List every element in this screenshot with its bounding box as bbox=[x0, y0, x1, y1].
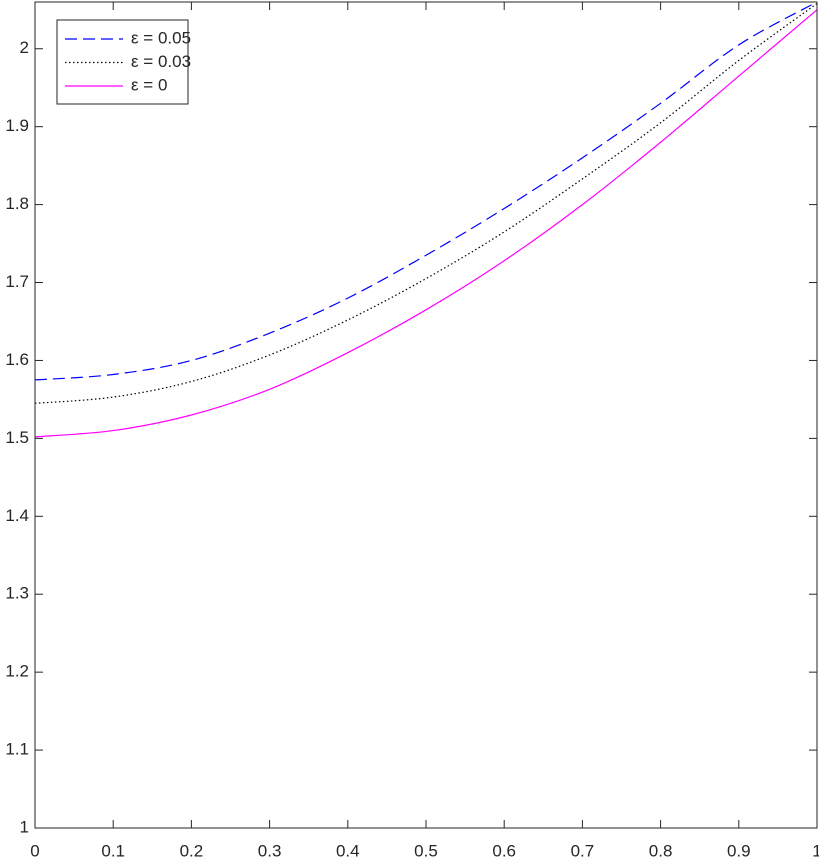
x-tick-label: 0.3 bbox=[258, 841, 282, 860]
legend-box bbox=[56, 19, 189, 105]
legend-label: ε = 0 bbox=[131, 75, 167, 94]
x-tick-label: 0.2 bbox=[180, 841, 204, 860]
y-tick-label: 2 bbox=[20, 38, 29, 57]
y-tick-label: 1.9 bbox=[5, 116, 29, 135]
y-tick-label: 1 bbox=[20, 817, 29, 836]
x-tick-label: 0.5 bbox=[414, 841, 438, 860]
axes-box bbox=[34, 1, 818, 829]
x-tick-label: 0.8 bbox=[649, 841, 673, 860]
legend: ε = 0.05 ε = 0.03 ε = 0 bbox=[56, 19, 191, 105]
y-tick-label: 1.7 bbox=[5, 272, 29, 291]
y-tick-label: 1.5 bbox=[5, 428, 29, 447]
x-tick-label: 0 bbox=[30, 841, 39, 860]
legend-label: ε = 0.05 bbox=[131, 28, 191, 47]
y-tick-label: 1.2 bbox=[5, 662, 29, 681]
x-tick-label: 1 bbox=[812, 841, 819, 860]
series-line bbox=[34, 9, 818, 438]
y-tick-label: 1.1 bbox=[5, 740, 29, 759]
x-tick-label: 0.6 bbox=[492, 841, 516, 860]
x-tick-label: 0.4 bbox=[336, 841, 360, 860]
y-tick-label: 1.8 bbox=[5, 194, 29, 213]
x-tick-label: 0.9 bbox=[727, 841, 751, 860]
x-tick-label: 0.7 bbox=[571, 841, 595, 860]
series-line bbox=[34, 1, 818, 381]
plot-area bbox=[35, 2, 817, 828]
y-tick-label: 1.3 bbox=[5, 584, 29, 603]
y-tick-label: 1.6 bbox=[5, 350, 29, 369]
x-tick-label: 0.1 bbox=[101, 841, 125, 860]
legend-label: ε = 0.03 bbox=[131, 52, 191, 71]
y-tick-label: 1.4 bbox=[5, 506, 29, 525]
